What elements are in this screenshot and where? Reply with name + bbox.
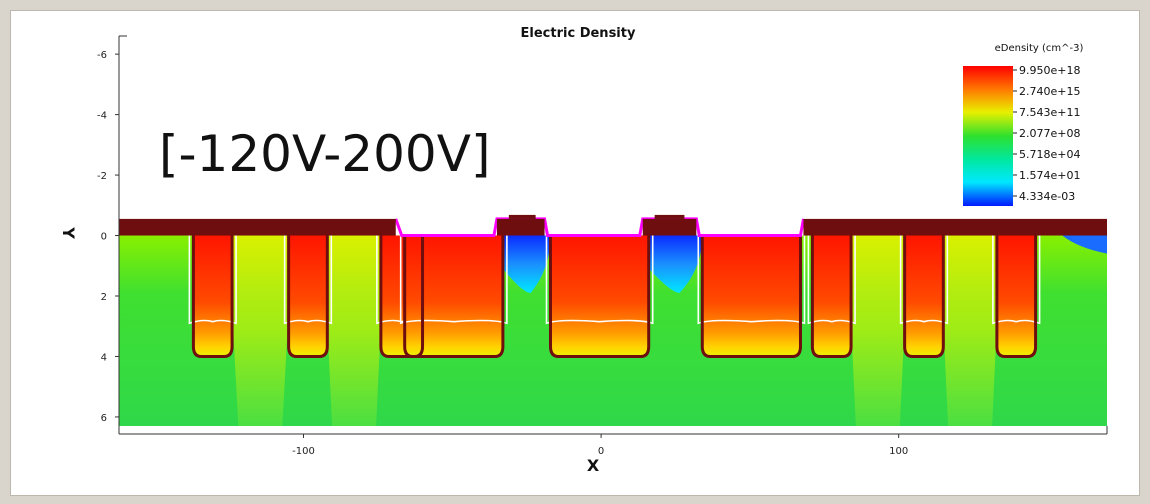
- device-structure: [119, 214, 1107, 358]
- n-well-6: [702, 235, 801, 357]
- junction-contour-6: [700, 235, 802, 358]
- oxide-surface: [394, 217, 805, 238]
- y-axis-title: Y: [59, 226, 78, 239]
- y-tick-label: -4: [97, 111, 107, 122]
- depletion-contour-5: [545, 235, 654, 325]
- junction-contour-9: [995, 235, 1038, 358]
- depletion-contour-8: [899, 235, 949, 325]
- x-axis-title: X: [587, 456, 600, 475]
- axes: -6 -4 -2 0 2 4 6 -100 0 100: [97, 35, 1108, 457]
- depletion-contour-2: [283, 235, 333, 325]
- legend-label: 5.718e+04: [1019, 148, 1080, 161]
- electric-density-plot: Electric Density -6 -4 -2 0 2 4 6 -100 0 100 [-12…: [59, 26, 1108, 475]
- contact-bar-1: [119, 218, 396, 236]
- legend-label: 4.334e-03: [1019, 190, 1075, 203]
- y-tick-label: -2: [97, 171, 107, 182]
- junction-contour-7: [810, 235, 853, 358]
- junction-contour-1: [191, 235, 234, 358]
- depletion-contour-1: [188, 235, 237, 325]
- y-tick-label: 6: [101, 413, 107, 424]
- y-tick-label: 2: [101, 292, 107, 303]
- plot-window: Electric Density -6 -4 -2 0 2 4 6 -100 0 100 [-12…: [10, 10, 1140, 496]
- y-tick-label: 4: [101, 352, 107, 363]
- field-column: [323, 235, 385, 426]
- y-tick-label: 0: [101, 232, 107, 243]
- n-well-2: [288, 235, 328, 357]
- depletion-contour-7: [807, 235, 856, 325]
- legend-label: 1.574e+01: [1019, 169, 1080, 182]
- legend: eDensity (cm^-3) 9.950e+18 2.740e+15 7.543…: [963, 43, 1083, 206]
- field-column: [228, 235, 293, 426]
- n-well-5: [550, 235, 649, 357]
- depletion-contour-9: [992, 235, 1041, 325]
- y-tick-label: -6: [97, 50, 107, 61]
- n-well-1: [193, 235, 233, 357]
- edge-pocket: [1062, 235, 1107, 254]
- field-column: [939, 235, 1001, 426]
- legend-title: eDensity (cm^-3): [995, 43, 1084, 54]
- n-well-9: [996, 235, 1036, 357]
- chart-title: Electric Density: [521, 26, 636, 41]
- depletion-contour-6: [697, 235, 806, 325]
- n-well-7: [812, 235, 852, 357]
- x-tick-label: -100: [292, 446, 315, 457]
- junction-contour-8: [903, 235, 945, 358]
- legend-label: 9.950e+18: [1019, 64, 1080, 77]
- contact-cap-2: [654, 214, 685, 219]
- depletion-pocket: [502, 235, 551, 293]
- field-column: [847, 235, 909, 426]
- junction-contour-4: [403, 235, 505, 358]
- n-well-4: [404, 235, 503, 357]
- junction-contour-5: [549, 235, 651, 358]
- depletion-pocket: [648, 235, 703, 293]
- density-field: [119, 235, 1107, 426]
- contact-bar-2: [496, 218, 545, 236]
- legend-label: 2.077e+08: [1019, 127, 1080, 140]
- legend-label: 7.543e+11: [1019, 106, 1080, 119]
- contact-bar-3: [642, 218, 697, 236]
- junction-contour-3: [379, 235, 425, 358]
- depletion-contour-4: [399, 235, 508, 325]
- voltage-annotation: [-120V-200V]: [159, 125, 490, 183]
- legend-colorbar: [963, 66, 1013, 206]
- n-well-8: [904, 235, 944, 357]
- junction-contour-2: [287, 235, 329, 358]
- contact-cap-1: [508, 214, 536, 219]
- x-tick-label: 100: [889, 446, 908, 457]
- contact-bar-4: [803, 218, 1107, 236]
- x-tick-label: 0: [598, 446, 604, 457]
- legend-label: 2.740e+15: [1019, 85, 1080, 98]
